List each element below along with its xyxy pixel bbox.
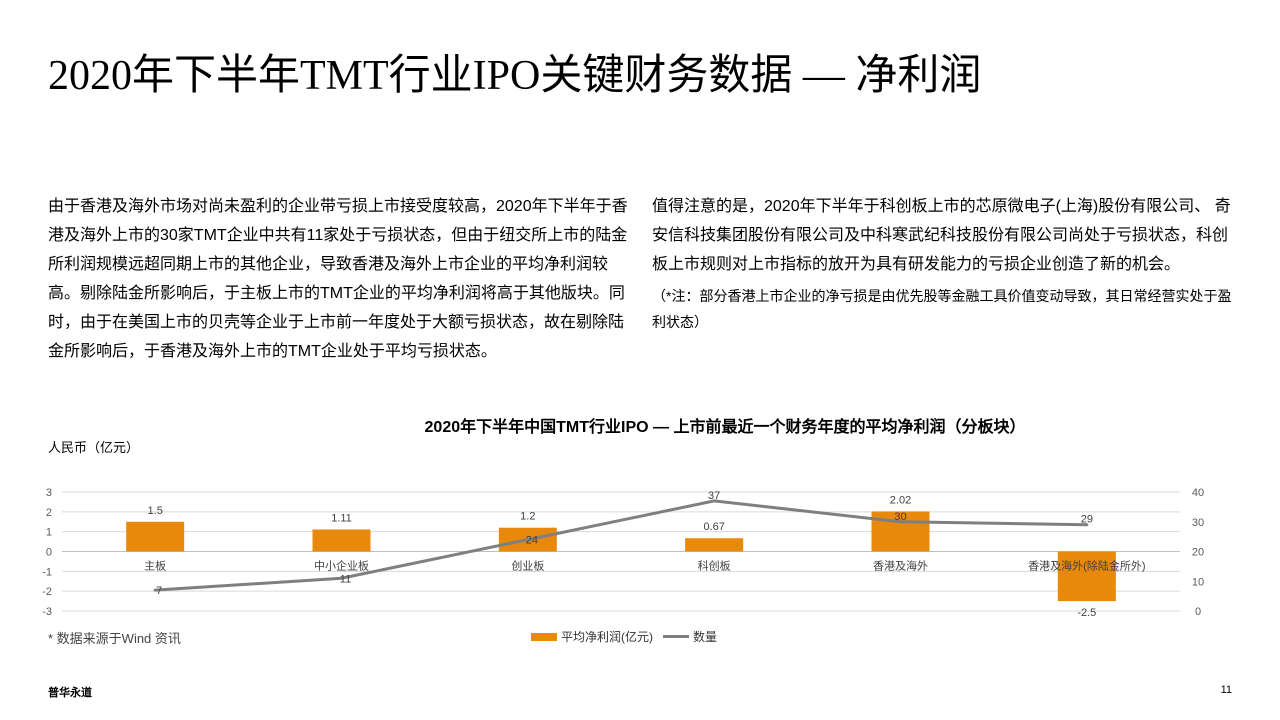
page-number: 11 xyxy=(1220,684,1232,696)
note-text: （*注：部分香港上市企业的净亏损是由优先股等金融工具价值变动导致，其日常经营实处… xyxy=(652,288,1232,330)
bar-value-label: 0.67 xyxy=(703,521,724,533)
right-axis-tick-label: 40 xyxy=(1192,487,1204,499)
bar-value-label: 1.5 xyxy=(148,505,163,517)
right-axis-tick-label: 30 xyxy=(1192,517,1204,529)
chart-y-axis-label: 人民币（亿元） xyxy=(48,440,140,455)
chart-bars xyxy=(126,511,1116,602)
bar xyxy=(312,529,371,552)
left-axis-tick-label: -3 xyxy=(42,606,52,618)
bar-value-label: 1.2 xyxy=(520,511,535,523)
left-axis-tick-label: -1 xyxy=(42,566,52,578)
count-line xyxy=(155,499,1087,592)
line-point xyxy=(340,576,343,580)
legend-bar-label: 平均净利润(亿元) xyxy=(561,630,653,644)
line-value-label: 7 xyxy=(156,585,162,597)
bar xyxy=(685,538,744,552)
chart-data-labels: 1.5 1.11 1.2 0.67 2.02 -2.5 7 11 24 37 30 29 xyxy=(148,490,1097,619)
data-source-note: * 数据来源于Wind 资讯 xyxy=(48,631,181,646)
line-value-label: 30 xyxy=(894,511,906,523)
slide-title: 2020年下半年TMT行业IPO关键财务数据 — 净利润 xyxy=(48,53,982,99)
line-value-label: 24 xyxy=(526,535,538,547)
category-label: 创业板 xyxy=(511,559,544,573)
category-label: 中小企业板 xyxy=(314,559,369,573)
legend-line-label: 数量 xyxy=(693,630,718,644)
legend-bar-swatch xyxy=(531,632,557,641)
legend-line-swatch xyxy=(663,635,689,638)
bar-value-label: -2.5 xyxy=(1077,607,1096,619)
paragraph-left: 由于香港及海外市场对尚未盈利的企业带亏损上市接受度较高，2020年下半年于香港及… xyxy=(48,198,628,360)
left-axis-tick-label: 1 xyxy=(46,527,52,539)
chart-gridlines xyxy=(62,491,1180,612)
bar-value-label: 2.02 xyxy=(890,494,911,506)
line-value-label: 37 xyxy=(708,490,720,502)
chart-title: 2020年下半年中国TMT行业IPO — 上市前最近一个财务年度的平均净利润（分… xyxy=(424,419,1026,436)
left-axis-tick-label: 3 xyxy=(46,487,52,499)
bar-value-label: 1.11 xyxy=(331,512,352,524)
right-axis-tick-label: 0 xyxy=(1195,606,1201,618)
line-point xyxy=(899,520,902,524)
chart-legend: 平均净利润(亿元) 数量 xyxy=(531,628,717,645)
line-value-label: 11 xyxy=(340,573,351,585)
bar xyxy=(1057,551,1116,602)
category-label: 香港及海外 xyxy=(873,559,928,573)
right-axis-tick-label: 10 xyxy=(1192,576,1204,588)
chart-line-series xyxy=(153,499,1089,592)
paragraph-right: 值得注意的是，2020年下半年于科创板上市的芯原微电子(上海)股份有限公司、 奇… xyxy=(652,198,1231,273)
chart-category-labels: 主板 中小企业板 创业板 科创板 香港及海外 香港及海外(除陆金所外) xyxy=(144,559,1145,573)
chart-left-axis: 3 2 1 0 -1 -2 -3 xyxy=(42,487,52,618)
line-point xyxy=(1085,523,1089,527)
line-point xyxy=(712,499,716,503)
line-value-label: 29 xyxy=(1081,514,1093,526)
left-axis-tick-label: 2 xyxy=(46,507,52,519)
left-axis-tick-label: 0 xyxy=(46,547,52,559)
right-axis-tick-label: 20 xyxy=(1192,547,1204,559)
line-point xyxy=(526,538,530,542)
left-axis-tick-label: -2 xyxy=(42,586,52,598)
category-label: 科创板 xyxy=(698,559,731,573)
chart-right-axis: 40 30 20 10 0 xyxy=(1192,487,1204,618)
line-point xyxy=(153,588,157,592)
footer-brand: 普华永道 xyxy=(48,687,92,699)
category-label: 主板 xyxy=(144,559,166,573)
category-label: 香港及海外(除陆金所外) xyxy=(1028,559,1145,573)
paragraph-right-block: 值得注意的是，2020年下半年于科创板上市的芯原微电子(上海)股份有限公司、 奇… xyxy=(652,192,1234,335)
bar xyxy=(126,521,185,552)
